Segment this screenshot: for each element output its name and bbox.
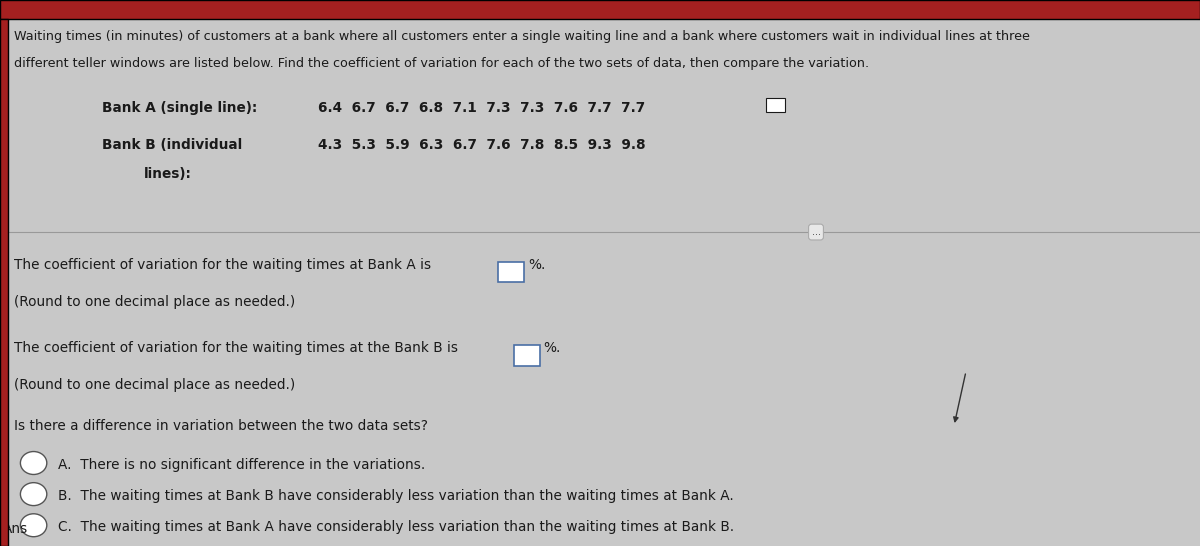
FancyBboxPatch shape xyxy=(766,98,785,112)
Text: lines):: lines): xyxy=(144,167,192,181)
Text: 6.4  6.7  6.7  6.8  7.1  7.3  7.3  7.6  7.7  7.7: 6.4 6.7 6.7 6.8 7.1 7.3 7.3 7.6 7.7 7.7 xyxy=(318,101,646,115)
Text: %.: %. xyxy=(528,258,545,272)
Text: 4.3  5.3  5.9  6.3  6.7  7.6  7.8  8.5  9.3  9.8: 4.3 5.3 5.9 6.3 6.7 7.6 7.8 8.5 9.3 9.8 xyxy=(318,138,646,152)
Ellipse shape xyxy=(20,514,47,537)
FancyBboxPatch shape xyxy=(0,19,8,546)
FancyBboxPatch shape xyxy=(0,0,1200,19)
Text: Bank A (single line):: Bank A (single line): xyxy=(102,101,257,115)
FancyArrowPatch shape xyxy=(954,374,966,422)
Ellipse shape xyxy=(20,483,47,506)
Text: The coefficient of variation for the waiting times at the Bank B is: The coefficient of variation for the wai… xyxy=(14,341,458,355)
Ellipse shape xyxy=(20,452,47,474)
Text: ...: ... xyxy=(811,227,821,237)
FancyBboxPatch shape xyxy=(514,345,540,366)
Text: The coefficient of variation for the waiting times at Bank A is: The coefficient of variation for the wai… xyxy=(14,258,432,272)
Text: Bank B (individual: Bank B (individual xyxy=(102,138,242,152)
Text: (Round to one decimal place as needed.): (Round to one decimal place as needed.) xyxy=(14,378,295,393)
Text: %.: %. xyxy=(544,341,560,355)
FancyBboxPatch shape xyxy=(498,262,524,282)
Text: Ans: Ans xyxy=(2,522,28,536)
Text: A.  There is no significant difference in the variations.: A. There is no significant difference in… xyxy=(58,458,425,472)
Text: C.  The waiting times at Bank A have considerably less variation than the waitin: C. The waiting times at Bank A have cons… xyxy=(58,520,733,534)
Text: Waiting times (in minutes) of customers at a bank where all customers enter a si: Waiting times (in minutes) of customers … xyxy=(14,30,1031,43)
Text: different teller windows are listed below. Find the coefficient of variation for: different teller windows are listed belo… xyxy=(14,57,870,70)
Text: (Round to one decimal place as needed.): (Round to one decimal place as needed.) xyxy=(14,295,295,309)
Text: B.  The waiting times at Bank B have considerably less variation than the waitin: B. The waiting times at Bank B have cons… xyxy=(58,489,733,503)
Text: Is there a difference in variation between the two data sets?: Is there a difference in variation betwe… xyxy=(14,419,428,434)
